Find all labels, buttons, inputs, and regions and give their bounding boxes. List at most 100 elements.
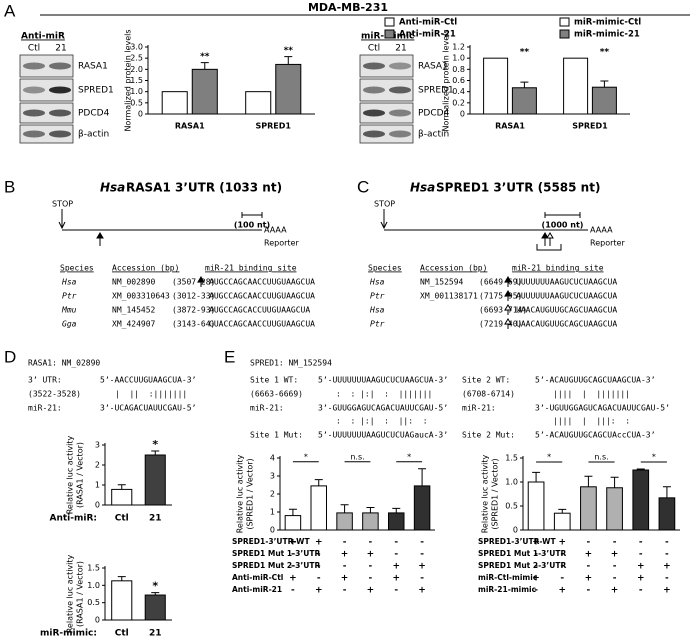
y-tick-label: 0.5 bbox=[130, 98, 143, 107]
protein-label: SPRED1 bbox=[418, 86, 454, 96]
bar bbox=[310, 485, 327, 531]
site-arrow bbox=[504, 290, 512, 301]
protein-label: RASA1 bbox=[78, 62, 108, 72]
binding-site: UAACAUGUUGCAGCUAAGCUA bbox=[516, 306, 617, 315]
seq-label: Site 1 WT: bbox=[250, 376, 298, 385]
bar bbox=[245, 91, 272, 115]
position: (6649-69) bbox=[479, 278, 522, 287]
condition-sign: + bbox=[532, 574, 540, 584]
seq-label: miR-21: bbox=[250, 404, 284, 413]
table-header: miR-21 binding site bbox=[512, 264, 604, 273]
bar bbox=[362, 512, 379, 531]
blot-band bbox=[363, 109, 385, 117]
stop-label: STOP bbox=[52, 200, 73, 209]
panel-label: A bbox=[4, 1, 16, 20]
accession: NM_145452 bbox=[112, 306, 156, 315]
y-tick-label: 1.0 bbox=[505, 478, 518, 487]
accession: XM_003310643 bbox=[112, 292, 170, 301]
scale-bar bbox=[544, 212, 581, 218]
y-tick-label: 0.6 bbox=[452, 76, 465, 85]
error-bar bbox=[151, 450, 160, 455]
legend-swatch bbox=[559, 17, 570, 27]
condition-sign: + bbox=[611, 586, 619, 596]
condition-sign: + bbox=[392, 562, 400, 572]
error-bar bbox=[284, 56, 293, 65]
reporter-label: Reporter bbox=[590, 239, 625, 248]
pairing: |||| | ||||||| bbox=[553, 390, 630, 399]
sequence: 5’-UUUUUUUAAGUCUCUAGaucA-3’ bbox=[318, 431, 448, 440]
x-tick-label: RASA1 bbox=[495, 122, 525, 131]
error-bar bbox=[340, 504, 349, 513]
blot-strip bbox=[19, 102, 74, 124]
condition-sign: + bbox=[315, 538, 323, 548]
accession: XM_424907 bbox=[112, 320, 156, 329]
bar bbox=[527, 481, 545, 531]
binding-site: AUUUUUUAAGUCUCUAAGCUA bbox=[516, 292, 617, 301]
condition-sign: - bbox=[534, 550, 538, 560]
condition-label: SPRED1-3’UTR-WT bbox=[478, 537, 556, 546]
y-tick-label: 1.5 bbox=[130, 76, 143, 85]
blot-band bbox=[23, 62, 45, 70]
y-tick-label: 0 bbox=[95, 501, 100, 510]
species: Gga bbox=[62, 320, 77, 329]
condition-sign: - bbox=[394, 538, 398, 548]
blot-strip bbox=[359, 54, 414, 78]
y-axis-label: Normalized protein levels bbox=[442, 29, 451, 131]
bar bbox=[336, 512, 353, 531]
condition-sign: + bbox=[341, 574, 349, 584]
blot-strip bbox=[19, 124, 74, 144]
reporter-bracket bbox=[536, 244, 562, 251]
figure-title: MDA-MB-231 bbox=[308, 1, 388, 14]
position: (3872-93) bbox=[172, 306, 215, 315]
pairing: : : |:| : ||||||| bbox=[336, 390, 432, 399]
condition-sign: + bbox=[367, 550, 375, 560]
significance: ** bbox=[284, 46, 294, 56]
condition-sign: + bbox=[418, 562, 426, 572]
condition-sign: - bbox=[420, 574, 424, 584]
error-bar bbox=[584, 475, 593, 487]
table-header: Species bbox=[368, 264, 402, 273]
protein-label: RASA1 bbox=[418, 62, 448, 72]
bracket-label: * bbox=[304, 452, 308, 461]
y-tick-label: 0.2 bbox=[452, 98, 465, 107]
blot-band bbox=[389, 130, 411, 138]
x-tick-label: SPRED1 bbox=[572, 122, 608, 131]
condition-sign: - bbox=[639, 586, 643, 596]
seq-label: Site 1 Mut: bbox=[250, 431, 303, 440]
binding-site: UAACAUGUUGCAGCUAAGCUA bbox=[516, 320, 617, 329]
sequence: 3’-GUUGGAGUCAGACUAUUCGAU-5’ bbox=[318, 404, 448, 413]
y-tick-label: 0.5 bbox=[87, 598, 100, 607]
bracket-label: * bbox=[407, 452, 411, 461]
seq-label: miR-21: bbox=[28, 404, 62, 413]
condition-sign: - bbox=[291, 562, 295, 572]
condition-sign: + bbox=[367, 586, 375, 596]
bar bbox=[413, 485, 431, 531]
condition-sign: + bbox=[289, 574, 297, 584]
species: Mmu bbox=[61, 306, 77, 315]
position: (3507-28) bbox=[172, 278, 215, 287]
condition-sign: + bbox=[585, 550, 593, 560]
sequence: 3’-UGUUGGAGUCAGACUAUUCGAU-5’ bbox=[535, 404, 670, 413]
condition-sign: + bbox=[558, 586, 566, 596]
bracket-label: * bbox=[652, 453, 656, 462]
condition-label: miR-21-mimic bbox=[478, 585, 536, 594]
table-header: Accession (bp) bbox=[420, 264, 487, 273]
blot-band bbox=[363, 130, 385, 138]
condition-label: SPRED1 Mut 1-3’UTR bbox=[478, 549, 566, 558]
position: (3012-33) bbox=[172, 292, 215, 301]
condition-label: SPRED1 Mut 2-3’UTR bbox=[478, 561, 566, 570]
protein-label: PDCD4 bbox=[78, 109, 110, 119]
stop-arrow bbox=[58, 209, 66, 230]
y-tick-label: 3.0 bbox=[130, 43, 143, 52]
utr-species: Hsa bbox=[100, 181, 125, 195]
bar bbox=[483, 57, 509, 115]
site-arrow bbox=[504, 276, 512, 287]
y-tick-label: 0.5 bbox=[505, 502, 518, 511]
site-arrow bbox=[546, 232, 554, 246]
error-bar bbox=[636, 468, 645, 470]
y-axis-label: Normalized protein levels bbox=[124, 29, 133, 131]
condition-sign: + bbox=[611, 550, 619, 560]
reporter-label: Reporter bbox=[264, 239, 299, 248]
position: (3522-3528) bbox=[28, 390, 81, 399]
